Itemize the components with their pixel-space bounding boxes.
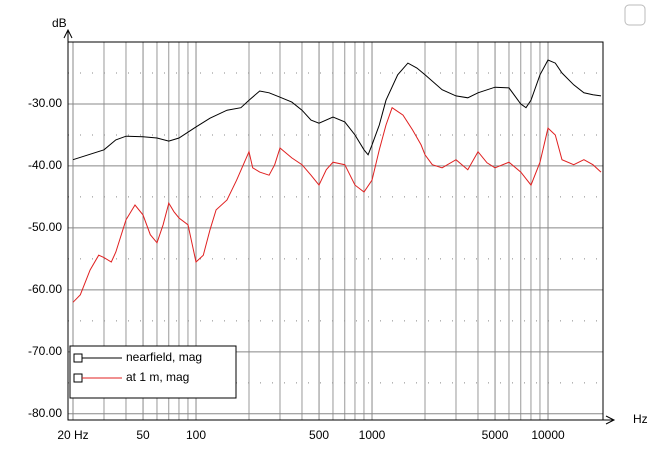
y-tick-label: -50.00 [28,220,62,234]
legend-label: at 1 m, mag [126,370,189,384]
y-axis-label: dB [52,16,67,30]
y-tick-label: -40.00 [28,158,62,172]
series-line [72,106,602,303]
x-tick-label: 500 [309,428,329,442]
series-line [72,59,602,161]
y-tick-label: -30.00 [28,96,62,110]
window-button[interactable] [624,4,646,26]
y-tick-label: -80.00 [28,406,62,420]
plot-lines [72,59,602,303]
x-tick-label: 1000 [359,428,386,442]
legend: nearfield, mag at 1 m, mag [69,345,237,399]
axis-arrows [63,28,616,425]
y-tick-label: -70.00 [28,344,62,358]
legend-box [69,345,237,399]
x-tick-label: 10000 [531,428,565,442]
legend-checkbox [73,373,83,383]
y-tick-label: -60.00 [28,282,62,296]
x-tick-label: 20 Hz [57,428,88,442]
legend-label: nearfield, mag [126,350,202,364]
x-axis-label: Hz [633,412,648,426]
plot-frame [67,41,604,421]
legend-checkbox [73,353,83,363]
x-tick-label: 50 [136,428,150,442]
x-tick-label: 5000 [482,428,509,442]
x-tick-label: 100 [186,428,206,442]
